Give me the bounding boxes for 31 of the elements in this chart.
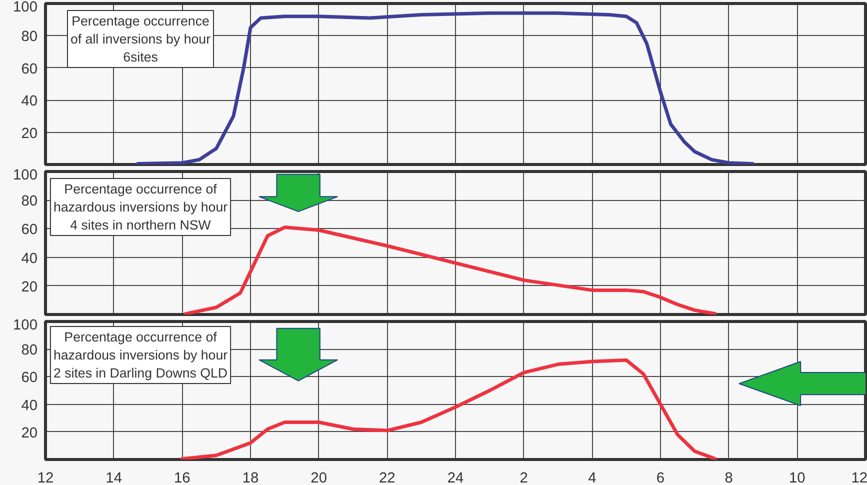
x-tick-label: 10	[789, 470, 806, 485]
text: Percentage occurrence of all inversions by hour 6sites	[70, 14, 212, 64]
text: Percentage occurrence of hazardous inversions by hour 4 sites in northern NSW	[53, 182, 228, 232]
y-tick-label: 60	[21, 61, 38, 78]
y-tick-label: 60	[21, 222, 38, 238]
x-tick-label: 12	[37, 470, 54, 485]
x-tick-label: 12	[851, 470, 867, 485]
x-tick-label: 22	[379, 470, 396, 485]
x-tick-label: 20	[310, 470, 327, 485]
x-tick-label: 2	[520, 470, 528, 485]
y-tick-label: 100	[13, 168, 38, 184]
y-tick-label: 80	[21, 342, 38, 359]
x-tick-label: 8	[724, 470, 733, 485]
y-tick-label: 60	[21, 370, 38, 386]
x-tick-label: 6	[656, 470, 665, 485]
y-tick-label: 40	[21, 94, 38, 110]
y-tick-label: 80	[21, 29, 38, 46]
x-tick-label: 16	[174, 470, 190, 485]
y-tick-label: 40	[21, 250, 38, 267]
y-tick-label: 20	[21, 126, 38, 142]
x-tick-label: 14	[106, 470, 122, 485]
x-tick-label: 4	[588, 470, 596, 485]
x-tick-label: 24	[447, 470, 464, 485]
y-tick-label: 40	[21, 398, 38, 414]
y-tick-label: 20	[21, 425, 38, 442]
y-tick-label: 100	[13, 318, 38, 334]
y-tick-label: 100	[13, 0, 38, 16]
y-tick-label: 20	[21, 279, 38, 296]
text: Percentage occurrence of hazardous inversions by hour 2 sites in Darling Downs QLD	[53, 330, 228, 380]
y-tick-label: 80	[21, 194, 38, 210]
x-tick-label: 18	[242, 470, 259, 485]
